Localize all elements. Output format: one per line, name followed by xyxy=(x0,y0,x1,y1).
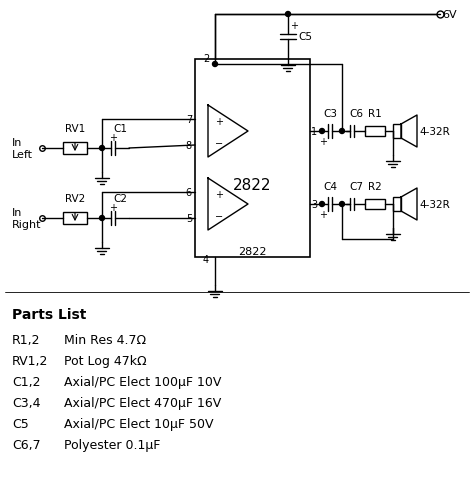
Circle shape xyxy=(339,202,345,207)
Text: Axial/PC Elect 10μF 50V: Axial/PC Elect 10μF 50V xyxy=(64,417,213,430)
Text: +: + xyxy=(215,117,223,127)
Text: RV1,2: RV1,2 xyxy=(12,354,48,367)
Text: +: + xyxy=(109,202,117,212)
Bar xyxy=(393,197,401,211)
Text: Min Res 4.7Ω: Min Res 4.7Ω xyxy=(64,333,146,346)
Text: 7: 7 xyxy=(186,115,192,125)
Text: C6,7: C6,7 xyxy=(12,438,41,451)
Text: 3: 3 xyxy=(311,199,317,209)
Text: Left: Left xyxy=(12,150,33,160)
Circle shape xyxy=(285,13,291,18)
Text: Pot Log 47kΩ: Pot Log 47kΩ xyxy=(64,354,146,367)
Circle shape xyxy=(100,146,104,151)
Text: RV1: RV1 xyxy=(65,124,85,134)
Bar xyxy=(365,199,385,209)
Text: 2822: 2822 xyxy=(233,177,272,192)
Text: Axial/PC Elect 100μF 10V: Axial/PC Elect 100μF 10V xyxy=(64,375,221,388)
Text: 6: 6 xyxy=(186,188,192,197)
Text: Axial/PC Elect 470μF 16V: Axial/PC Elect 470μF 16V xyxy=(64,396,221,409)
Text: Polyester 0.1μF: Polyester 0.1μF xyxy=(64,438,160,451)
Bar xyxy=(365,127,385,137)
Circle shape xyxy=(212,63,218,67)
Text: Right: Right xyxy=(12,219,42,229)
Text: 5: 5 xyxy=(186,213,192,223)
Text: In: In xyxy=(12,207,22,217)
Circle shape xyxy=(319,129,325,134)
Circle shape xyxy=(100,216,104,221)
Text: C4: C4 xyxy=(323,182,337,191)
Text: C5: C5 xyxy=(298,32,312,42)
Text: 4: 4 xyxy=(203,255,209,265)
Bar xyxy=(63,143,87,155)
Text: R2: R2 xyxy=(368,182,382,191)
Text: +: + xyxy=(319,209,327,219)
Text: R1,2: R1,2 xyxy=(12,333,40,346)
Text: 1: 1 xyxy=(311,127,317,137)
Text: C1,2: C1,2 xyxy=(12,375,40,388)
Text: 6V: 6V xyxy=(442,10,456,20)
Bar xyxy=(63,212,87,224)
Text: RV2: RV2 xyxy=(65,193,85,203)
Text: 2822: 2822 xyxy=(238,246,267,257)
Text: R1: R1 xyxy=(368,109,382,119)
Text: C7: C7 xyxy=(349,182,363,191)
Text: −: − xyxy=(215,211,223,221)
Text: +: + xyxy=(319,137,327,147)
Text: C6: C6 xyxy=(349,109,363,119)
Circle shape xyxy=(339,129,345,134)
Text: 4-32R: 4-32R xyxy=(419,199,450,209)
Bar xyxy=(195,60,310,258)
Bar xyxy=(393,125,401,139)
Text: 4-32R: 4-32R xyxy=(419,127,450,137)
Text: 2: 2 xyxy=(203,54,209,64)
Text: +: + xyxy=(215,189,223,199)
Text: C1: C1 xyxy=(113,124,127,134)
Text: C2: C2 xyxy=(113,193,127,203)
Text: 8: 8 xyxy=(186,141,192,151)
Circle shape xyxy=(319,202,325,207)
Text: +: + xyxy=(290,21,298,31)
Text: +: + xyxy=(109,133,117,143)
Text: C3: C3 xyxy=(323,109,337,119)
Text: Parts List: Parts List xyxy=(12,308,86,321)
Text: C5: C5 xyxy=(12,417,29,430)
Text: −: − xyxy=(215,139,223,149)
Text: C3,4: C3,4 xyxy=(12,396,40,409)
Text: In: In xyxy=(12,138,22,148)
